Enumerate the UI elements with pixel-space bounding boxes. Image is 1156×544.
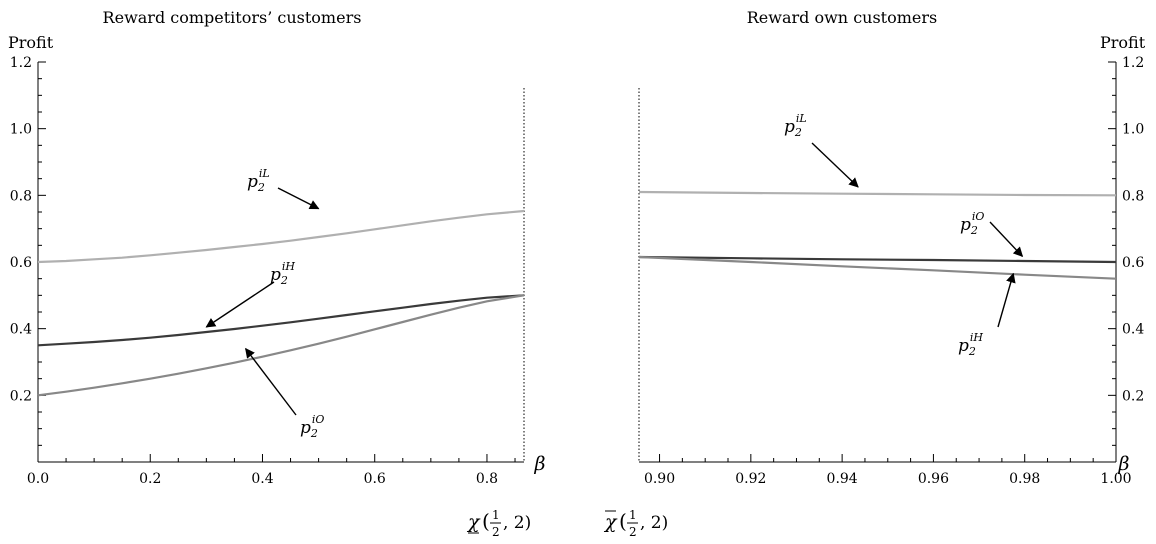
annotation-arrow-iH <box>997 272 1016 328</box>
y-axis-label: Profit <box>1100 33 1146 52</box>
y-tick-label: 1.0 <box>1122 122 1144 138</box>
y-tick-label: 0.4 <box>1122 322 1144 338</box>
x-tick-label: 0.2 <box>139 471 161 487</box>
y-tick-label: 1.2 <box>1122 55 1144 71</box>
left-panel: Reward competitors’ customers Profit β 0.0 0… <box>8 8 546 539</box>
panel-title: Reward competitors’ customers <box>103 8 362 27</box>
x-tick-label: 0.6 <box>364 471 386 487</box>
y-tick-label: 0.6 <box>1122 255 1144 271</box>
x-axis-label: β <box>1118 453 1130 475</box>
frac-num: 1 <box>629 508 637 522</box>
annotation-arrow-iH <box>205 281 275 328</box>
annotation-arrow-iL <box>277 187 320 210</box>
paren-open: ( <box>482 509 490 533</box>
annotation-label-iO: p2iO <box>300 413 324 440</box>
chi-symbol: χ <box>603 511 618 533</box>
annotation-arrow-iO <box>989 221 1024 258</box>
chi-symbol: χ <box>466 511 481 533</box>
annotation-arrow-iO <box>245 347 297 416</box>
x-tick-label: 0.0 <box>27 471 49 487</box>
boundary-label: χ(1 2, 2) <box>603 508 668 539</box>
frac-num: 1 <box>492 508 500 522</box>
frac-den: 2 <box>629 525 637 539</box>
annotation-label-iL: p2iL <box>784 112 807 139</box>
annotation-label-iH: p2iH <box>958 331 983 358</box>
annotation-label-iO: p2iO <box>960 210 984 237</box>
x-tick-label: 0.96 <box>918 471 949 487</box>
y-axis-label: Profit <box>8 33 54 52</box>
annotation-label-iL: p2iL <box>247 167 270 194</box>
x-tick-label: 0.94 <box>827 471 858 487</box>
second-arg: , 2) <box>640 513 668 533</box>
x-tick-label: 0.4 <box>251 471 273 487</box>
x-axis-label: β <box>534 453 546 475</box>
series-line-p2iO <box>638 255 1117 264</box>
series-line-p2iL <box>638 190 1117 197</box>
boundary-label: χ(1 2, 2) <box>466 508 531 539</box>
annotation-label-iH: p2iH <box>270 260 295 287</box>
second-arg: , 2) <box>503 513 531 533</box>
right-panel: Reward own customers Profit β 0.90 0.92 0.94 0… <box>603 8 1146 539</box>
y-tick-label: 1.2 <box>10 55 32 71</box>
series-line-p2iH <box>37 294 525 347</box>
series-line-p2iH <box>638 255 1117 280</box>
y-tick-label: 0.8 <box>10 188 32 204</box>
y-tick-label: 1.0 <box>10 122 32 138</box>
annotation-arrow-iL <box>811 142 859 188</box>
x-tick-label: 0.98 <box>1009 471 1040 487</box>
x-tick-label: 1.00 <box>1100 471 1131 487</box>
y-tick-label: 0.2 <box>10 388 32 404</box>
y-tick-label: 0.4 <box>10 322 32 338</box>
paren-open: ( <box>619 509 627 533</box>
x-tick-label: 0.92 <box>735 471 766 487</box>
y-tick-label: 0.6 <box>10 255 32 271</box>
x-tick-label: 0.90 <box>644 471 675 487</box>
series-line-p2iO <box>37 294 525 397</box>
y-tick-label: 0.2 <box>1122 388 1144 404</box>
series-line-p2iL <box>37 209 525 264</box>
y-tick-label: 0.8 <box>1122 188 1144 204</box>
frac-den: 2 <box>492 525 500 539</box>
x-tick-label: 0.8 <box>476 471 498 487</box>
panel-title: Reward own customers <box>747 8 937 27</box>
